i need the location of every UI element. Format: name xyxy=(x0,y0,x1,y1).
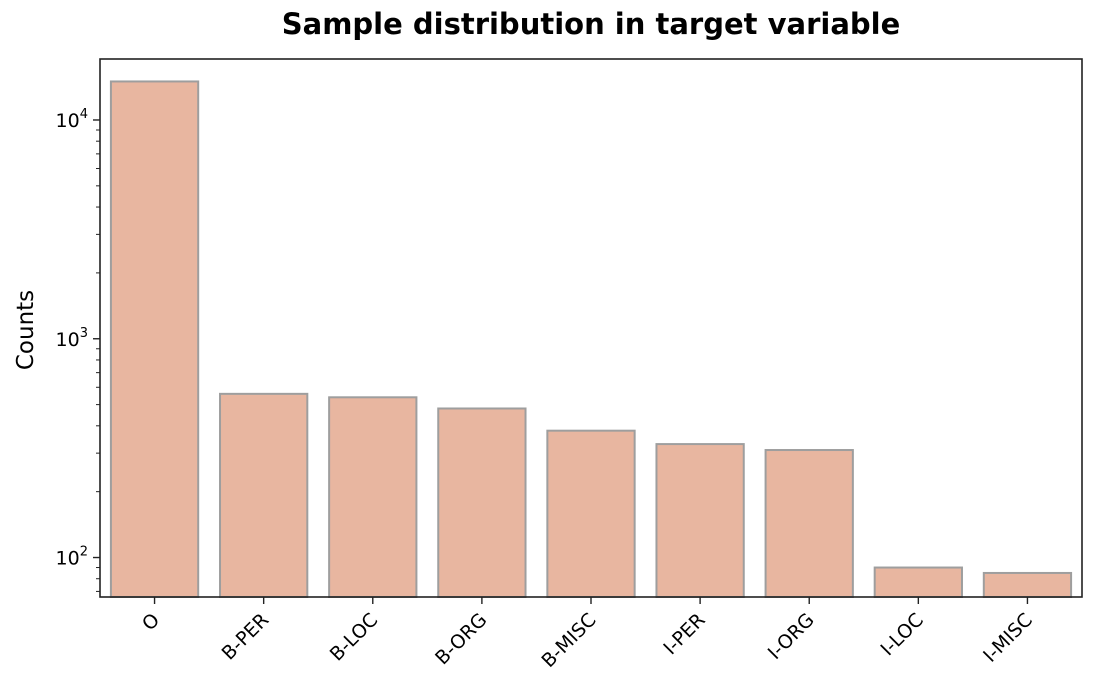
y-axis-label: Counts xyxy=(13,290,39,370)
chart-title: Sample distribution in target variable xyxy=(282,7,901,41)
bar-b-loc xyxy=(328,396,418,598)
x-tick-label: I-LOC xyxy=(877,609,928,660)
x-tick-label: I-MISC xyxy=(979,609,1037,667)
y-tick-label: 103 xyxy=(56,326,88,351)
bar-i-per xyxy=(655,443,745,598)
bar-b-misc xyxy=(546,429,636,598)
bar-i-misc xyxy=(982,571,1073,599)
x-tick-label: B-LOC xyxy=(326,609,383,666)
x-tick-label: B-MISC xyxy=(537,609,600,672)
bar-b-org xyxy=(437,407,527,598)
y-tick-label: 102 xyxy=(56,545,88,570)
x-tick-label: B-PER xyxy=(218,609,274,665)
x-tick-label: I-PER xyxy=(659,609,709,659)
x-ticks-group: O B-PER B-LOC B-ORG B-MISC I-PER I-ORG I-LOC I-M… xyxy=(138,597,1037,672)
bar-i-loc xyxy=(873,566,963,598)
bar-i-org xyxy=(764,449,854,599)
y-tick-label: 104 xyxy=(56,107,88,132)
y-ticks-group: 102 103 104 xyxy=(56,107,100,592)
bars-group xyxy=(109,80,1073,599)
bar-o xyxy=(109,80,200,598)
x-tick-label: O xyxy=(138,609,164,635)
plot-frame xyxy=(99,58,1083,598)
x-tick-label: B-ORG xyxy=(431,609,491,669)
bar-b-per xyxy=(219,392,309,599)
x-tick-label: I-ORG xyxy=(764,609,819,664)
